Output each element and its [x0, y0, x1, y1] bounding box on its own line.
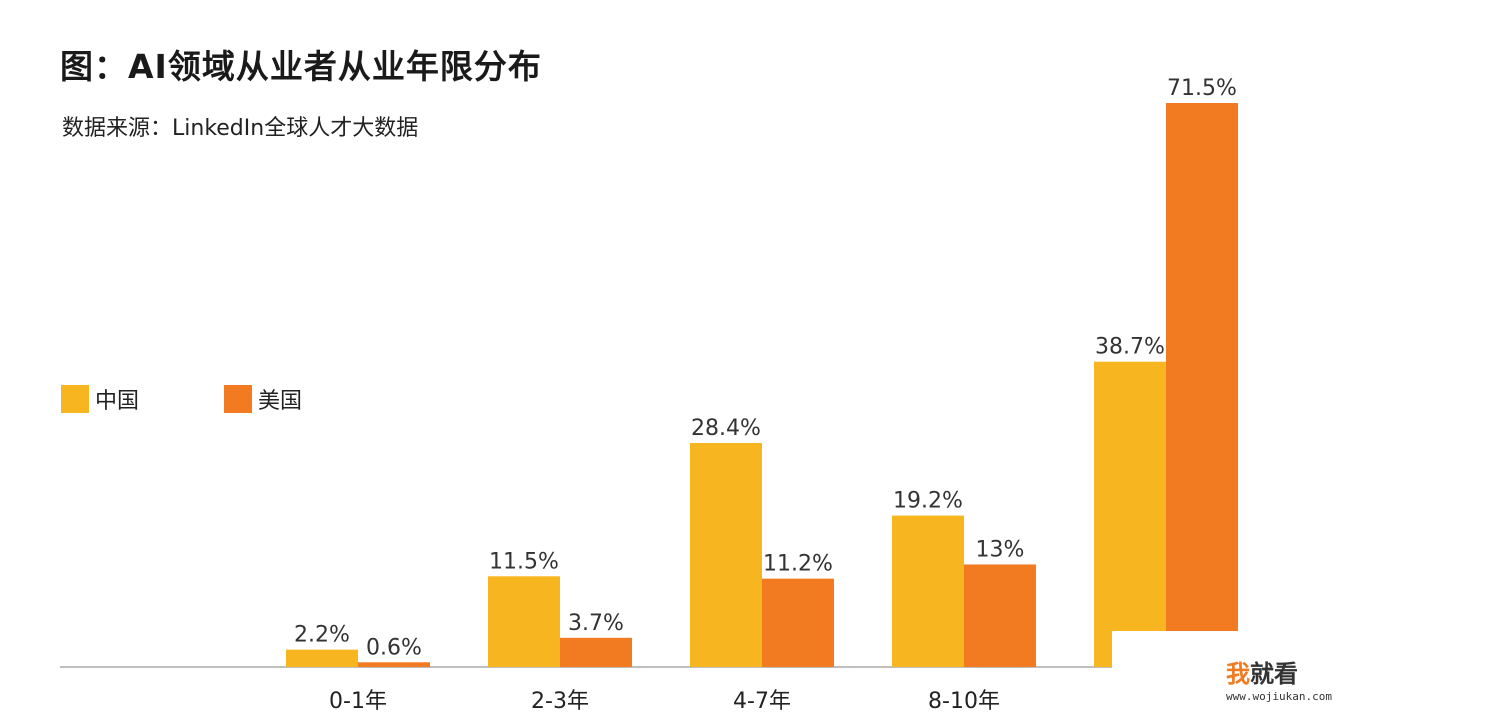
data-label-china-2: 28.4%: [691, 416, 761, 441]
legend-swatch-usa: [224, 385, 252, 413]
x-tick-label-0: 0-1年: [329, 689, 387, 714]
chart-subtitle: 数据来源：LinkedIn全球人才大数据: [62, 116, 419, 141]
data-label-china-0: 2.2%: [294, 623, 350, 648]
bar-china-0: [286, 649, 358, 667]
x-tick-label-3: 8-10年: [928, 689, 1000, 714]
bar-china-4: [1094, 361, 1166, 667]
bar-usa-4: [1166, 103, 1238, 667]
data-label-china-3: 19.2%: [893, 489, 963, 514]
bar-usa-3: [964, 564, 1036, 667]
legend-item-china: 中国: [61, 385, 140, 414]
bar-china-2: [690, 442, 762, 667]
legend-label-china: 中国: [95, 389, 140, 414]
bar-usa-2: [762, 578, 834, 667]
chart-title: 图：AI领域从业者从业年限分布: [60, 47, 542, 86]
data-label-usa-0: 0.6%: [366, 635, 422, 660]
x-tick-label-2: 4-7年: [733, 689, 791, 714]
data-label-usa-1: 3.7%: [568, 611, 624, 636]
watermark-url: www.wojiukan.com: [1226, 690, 1332, 703]
watermark-logo: 我就看: [1226, 660, 1376, 688]
legend-label-usa: 美国: [258, 389, 303, 414]
data-label-china-4: 38.7%: [1095, 335, 1165, 360]
x-tick-label-1: 2-3年: [531, 689, 589, 714]
bar-usa-0: [358, 662, 430, 667]
watermark-background: [1112, 631, 1372, 724]
bar-china-3: [892, 515, 964, 667]
legend-item-usa: 美国: [224, 385, 303, 414]
watermark-logo-accent: 我: [1226, 660, 1250, 688]
bar-usa-1: [560, 637, 632, 667]
legend-swatch-china: [61, 385, 89, 413]
data-label-usa-4: 71.5%: [1167, 76, 1237, 101]
data-label-china-1: 11.5%: [489, 549, 559, 574]
watermark-logo-text: 就看: [1250, 660, 1298, 688]
bar-china-1: [488, 576, 560, 667]
watermark: 我就看 www.wojiukan.com: [1226, 660, 1376, 703]
data-label-usa-3: 13%: [976, 537, 1025, 562]
data-label-usa-2: 11.2%: [763, 552, 833, 577]
